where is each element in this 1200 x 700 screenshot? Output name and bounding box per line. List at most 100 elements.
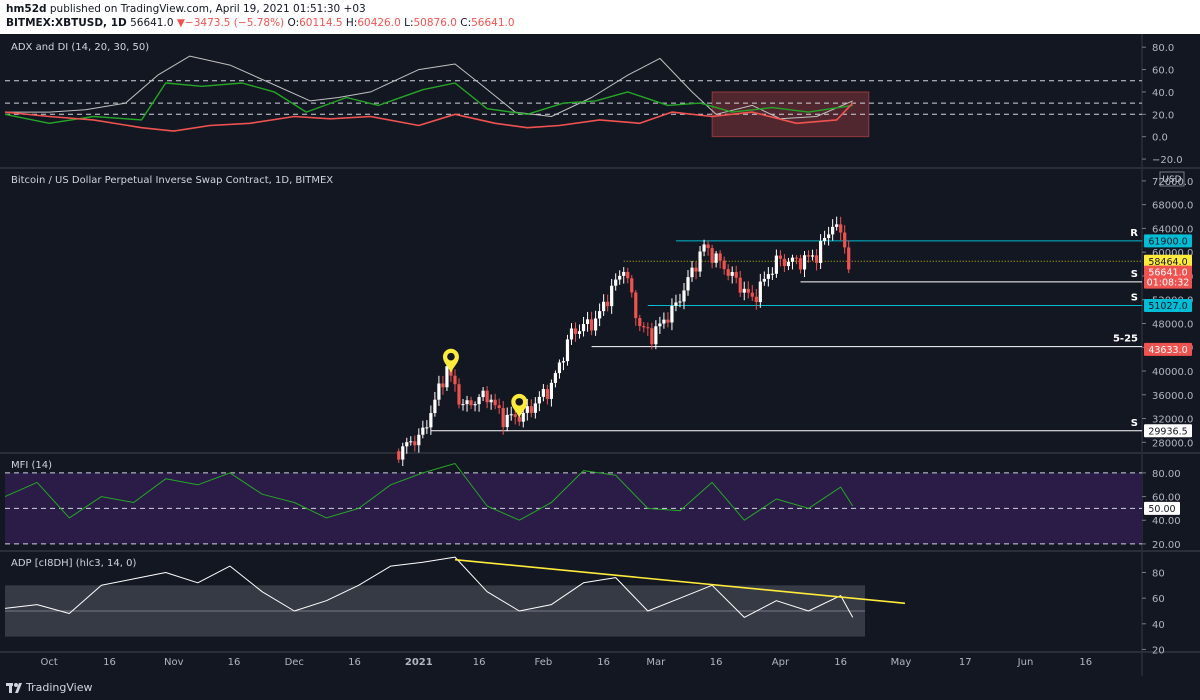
- candle-body[interactable]: [698, 251, 702, 272]
- candle-body[interactable]: [593, 318, 598, 331]
- candle-body[interactable]: [770, 273, 774, 275]
- candle-body[interactable]: [421, 427, 425, 435]
- candle-body[interactable]: [746, 288, 750, 293]
- candle-body[interactable]: [529, 406, 533, 413]
- candle-body[interactable]: [778, 255, 783, 259]
- adx-line[interactable]: [5, 55, 853, 120]
- map-pin-icon[interactable]: [511, 393, 528, 418]
- candle-body[interactable]: [429, 413, 433, 428]
- candle-body[interactable]: [690, 267, 694, 278]
- candle-body[interactable]: [798, 258, 803, 270]
- candle-body[interactable]: [762, 278, 766, 282]
- candle-body[interactable]: [839, 224, 843, 233]
- candle-body[interactable]: [702, 244, 706, 252]
- candle-body[interactable]: [589, 319, 594, 331]
- candle-body[interactable]: [738, 277, 742, 293]
- candle-body[interactable]: [666, 319, 670, 323]
- candle-body[interactable]: [806, 255, 811, 257]
- candle-body[interactable]: [782, 258, 787, 267]
- candle-body[interactable]: [457, 384, 461, 405]
- candle-body[interactable]: [401, 446, 405, 460]
- candle-body[interactable]: [658, 323, 662, 327]
- candle-body[interactable]: [818, 241, 823, 263]
- candle-body[interactable]: [465, 400, 469, 405]
- candle-body[interactable]: [413, 441, 417, 446]
- di-minus-line[interactable]: [4, 102, 854, 132]
- candle-body[interactable]: [417, 434, 421, 446]
- candle-body[interactable]: [569, 328, 574, 340]
- candle-body[interactable]: [718, 253, 722, 261]
- author[interactable]: hm52d: [6, 3, 47, 15]
- adx-pane[interactable]: ADX and DI (14, 20, 30, 50) 80.0 60.0 40.0 2…: [4, 42, 1183, 166]
- time-axis[interactable]: Oct 16 Nov 16 Dec 16 2021 16 Feb 16 Mar 16 Apr 16 May 1…: [41, 657, 1093, 668]
- candle-body[interactable]: [843, 232, 847, 248]
- candle-body[interactable]: [409, 441, 413, 443]
- candle-body[interactable]: [642, 326, 646, 328]
- candle-body[interactable]: [654, 326, 658, 345]
- candle-body[interactable]: [622, 271, 626, 276]
- mfi-line[interactable]: [4, 463, 854, 521]
- candle-body[interactable]: [827, 234, 831, 239]
- candle-body[interactable]: [710, 248, 714, 263]
- candle-body[interactable]: [602, 301, 606, 312]
- candle-body[interactable]: [694, 267, 698, 272]
- candle-body[interactable]: [714, 253, 718, 263]
- candle-body[interactable]: [521, 412, 525, 422]
- candle-body[interactable]: [425, 427, 429, 429]
- candle-body[interactable]: [585, 319, 590, 324]
- trend-line[interactable]: [454, 558, 906, 605]
- candle-body[interactable]: [722, 260, 726, 270]
- candle-body[interactable]: [758, 281, 762, 303]
- candle-body[interactable]: [477, 397, 481, 405]
- candle-body[interactable]: [489, 399, 493, 403]
- candle-body[interactable]: [626, 271, 630, 279]
- candle-body[interactable]: [790, 257, 795, 262]
- candle-body[interactable]: [581, 323, 586, 332]
- candle-body[interactable]: [445, 366, 449, 388]
- candle-body[interactable]: [513, 414, 517, 417]
- candle-body[interactable]: [405, 442, 409, 447]
- candle-body[interactable]: [831, 226, 835, 235]
- candle-body[interactable]: [606, 301, 610, 307]
- candle-body[interactable]: [794, 257, 799, 259]
- candle-body[interactable]: [835, 224, 839, 227]
- candle-body[interactable]: [670, 305, 674, 323]
- candle-body[interactable]: [734, 272, 738, 278]
- candle-body[interactable]: [461, 404, 465, 406]
- candle-body[interactable]: [610, 285, 614, 307]
- candle-body[interactable]: [847, 247, 851, 270]
- adp-line[interactable]: [4, 556, 854, 618]
- candle-body[interactable]: [397, 451, 401, 460]
- candle-body[interactable]: [706, 244, 710, 249]
- candle-body[interactable]: [634, 292, 638, 319]
- candle-body[interactable]: [646, 327, 650, 329]
- candle-body[interactable]: [750, 292, 754, 297]
- candle-body[interactable]: [565, 339, 570, 362]
- candle-body[interactable]: [561, 361, 566, 363]
- candle-body[interactable]: [557, 362, 562, 374]
- candle-body[interactable]: [481, 390, 485, 398]
- candle-body[interactable]: [437, 383, 441, 400]
- candle-body[interactable]: [469, 400, 473, 406]
- candle-body[interactable]: [638, 318, 642, 327]
- candle-body[interactable]: [754, 296, 758, 303]
- candle-body[interactable]: [493, 399, 497, 406]
- price-pane[interactable]: Bitcoin / US Dollar Perpetual Inverse Sw…: [11, 171, 1193, 467]
- candle-body[interactable]: [441, 383, 445, 388]
- candle-body[interactable]: [573, 328, 578, 334]
- di-plus-line[interactable]: [4, 82, 853, 125]
- candle-body[interactable]: [509, 414, 513, 416]
- candle-body[interactable]: [618, 275, 622, 280]
- candle-body[interactable]: [742, 288, 746, 293]
- candle-body[interactable]: [453, 375, 457, 385]
- candle-body[interactable]: [774, 255, 778, 274]
- candle-body[interactable]: [786, 261, 791, 267]
- candle-body[interactable]: [525, 406, 529, 413]
- candle-body[interactable]: [630, 278, 634, 293]
- candle-body[interactable]: [823, 238, 827, 242]
- candle-body[interactable]: [766, 274, 770, 279]
- candle-body[interactable]: [577, 331, 582, 334]
- candle-body[interactable]: [814, 255, 819, 263]
- candle-body[interactable]: [501, 407, 505, 428]
- candle-body[interactable]: [810, 255, 815, 257]
